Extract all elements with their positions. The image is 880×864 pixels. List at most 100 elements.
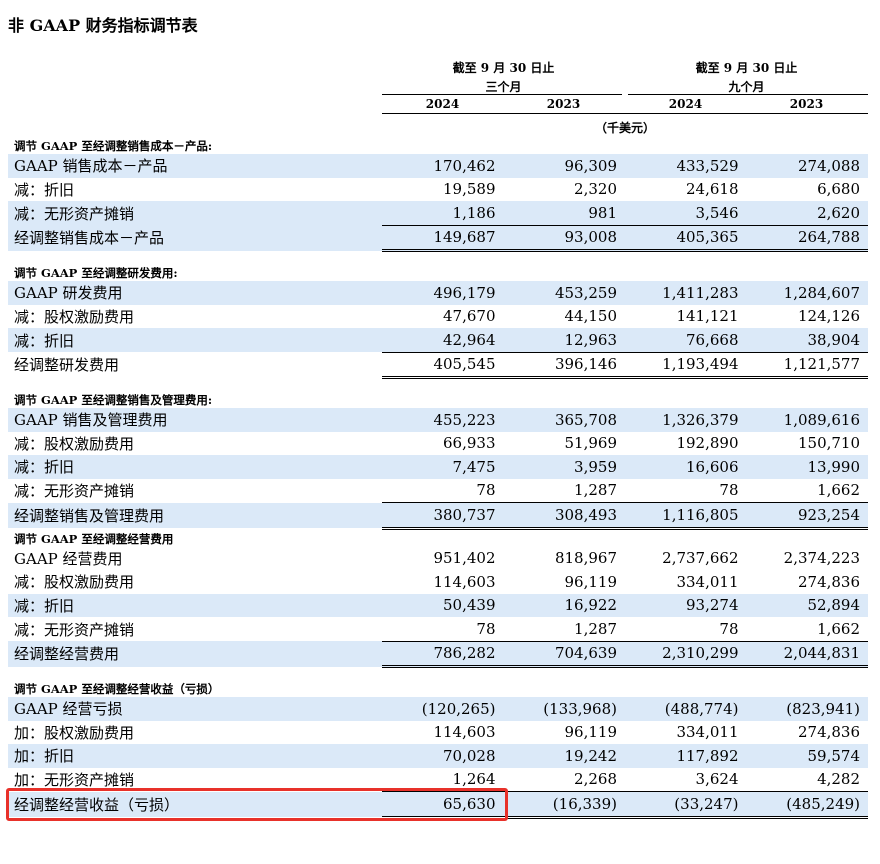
value-cell: 1,662 <box>746 617 869 642</box>
value-cell: 818,967 <box>554 549 617 568</box>
row-label: 减：无形资产摊销 <box>8 201 382 225</box>
header-years-rule <box>382 113 868 114</box>
value-cell: (33,247) <box>625 791 747 819</box>
value-cell: 308,493 <box>503 502 625 530</box>
row-label: GAAP 经营亏损 <box>8 697 382 721</box>
value-cell: 65,630 <box>382 791 504 819</box>
value-cell: 78 <box>625 478 747 503</box>
row-label: 减：折旧 <box>8 328 382 352</box>
value-cell: 47,670 <box>443 307 496 326</box>
value-cell: 274,836 <box>797 572 861 591</box>
value-cell: 496,179 <box>382 281 504 305</box>
value-cell: 274,088 <box>746 154 869 178</box>
value-cell: 380,737 <box>382 502 504 530</box>
value-cell: 70,028 <box>382 744 504 768</box>
value-cell: 1,326,379 <box>625 408 747 432</box>
value-cell: 2,737,662 <box>662 549 739 568</box>
header-group2-period: 截至 9 月 30 日止 <box>695 61 798 75</box>
table-row: GAAP 经营亏损 (120,265) (133,968) (488,774) (823… <box>8 697 869 721</box>
value-cell: 433,529 <box>625 154 747 178</box>
value-cell: 981 <box>503 201 625 226</box>
value-cell: 2,044,831 <box>746 641 869 668</box>
unit-label: （千美元） <box>594 121 655 135</box>
value-cell: 96,309 <box>503 154 625 178</box>
value-cell: 2,310,299 <box>625 641 747 668</box>
value-cell: 114,603 <box>433 723 496 742</box>
value-cell: 786,282 <box>382 641 504 668</box>
row-label: 经调整研发费用 <box>14 356 120 375</box>
table-row: 加：折旧 70,028 19,242 117,892 59,574 <box>8 744 869 768</box>
row-label: 减：股权激励费用 <box>14 573 135 592</box>
header-year-3: 2024 <box>668 97 703 111</box>
row-label: GAAP 经营费用 <box>14 549 123 568</box>
value-cell: (485,249) <box>746 791 869 819</box>
reconciliation-table: 调节 GAAP 至经调整销售成本－产品: GAAP 销售成本－产品 170,462 9… <box>8 137 869 819</box>
value-cell: 1,116,805 <box>625 502 747 530</box>
section-heading: 调节 GAAP 至经调整研发费用: <box>14 266 178 280</box>
value-cell: 50,439 <box>382 593 504 617</box>
table-row: 减：股权激励费用 66,933 51,969 192,890 150,710 <box>8 432 868 456</box>
table-row: GAAP 研发费用 496,179 453,259 1,411,283 1,284,60… <box>8 281 869 305</box>
total-row: 经调整销售及管理费用 380,737 308,493 1,116,805 923,254 <box>8 502 869 530</box>
value-cell: 78 <box>625 617 747 642</box>
value-cell: 274,836 <box>797 723 861 742</box>
table-row: 减：折旧 50,439 16,922 93,274 52,894 <box>8 593 869 617</box>
row-label: 加：折旧 <box>8 744 382 768</box>
value-cell: 405,545 <box>382 352 504 379</box>
table-row: GAAP 销售成本－产品 170,462 96,309 433,529 274,088 <box>8 154 869 178</box>
value-cell: 7,475 <box>382 455 504 479</box>
total-row: 经调整研发费用 405,545 396,146 1,193,494 1,121,577 <box>8 352 869 379</box>
header-group1-period: 截至 9 月 30 日止 <box>452 61 555 75</box>
value-cell: 334,011 <box>676 723 739 742</box>
value-cell: 1,193,494 <box>625 352 747 379</box>
value-cell: 2,320 <box>574 180 617 199</box>
value-cell: 365,708 <box>503 408 625 432</box>
value-cell: 170,462 <box>382 154 504 178</box>
value-cell: 24,618 <box>686 180 739 199</box>
value-cell: 76,668 <box>625 328 747 353</box>
value-cell: 334,011 <box>676 572 739 591</box>
header-year-4: 2023 <box>789 97 824 111</box>
value-cell: 1,287 <box>503 617 625 642</box>
value-cell: 51,969 <box>564 434 618 453</box>
page-title: 非 GAAP 财务指标调节表 <box>8 16 198 35</box>
total-row: 经调整经营费用 786,282 704,639 2,310,299 2,044,831 <box>8 641 869 668</box>
section-heading: 调节 GAAP 至经调整经营收益（亏损） <box>14 682 220 696</box>
value-cell: 44,150 <box>564 307 618 326</box>
row-label: 经调整经营费用 <box>8 641 382 667</box>
value-cell: (488,774) <box>625 697 747 721</box>
value-cell: 405,365 <box>625 225 747 252</box>
value-cell: 6,680 <box>817 180 861 199</box>
header-group2-length: 九个月 <box>728 80 765 94</box>
table-row: 减：折旧 7,475 3,959 16,606 13,990 <box>8 455 869 479</box>
value-cell: 13,990 <box>746 455 869 479</box>
value-cell: 1,284,607 <box>746 281 869 305</box>
row-label: 经调整销售及管理费用 <box>8 502 382 528</box>
value-cell: 16,606 <box>625 455 747 479</box>
value-cell: 16,922 <box>503 593 625 617</box>
value-cell: 19,242 <box>503 744 625 768</box>
value-cell: 1,121,577 <box>746 352 869 379</box>
value-cell: 19,589 <box>443 180 496 199</box>
value-cell: 38,904 <box>746 328 869 353</box>
table-row: 减：股权激励费用 114,603 96,119 334,011 274,836 <box>8 570 868 594</box>
value-cell: 141,121 <box>676 307 739 326</box>
value-cell: 66,933 <box>443 434 496 453</box>
section-heading: 调节 GAAP 至经调整销售成本－产品: <box>14 139 213 153</box>
header-group2-rule <box>628 94 868 95</box>
row-label: 减：折旧 <box>8 593 382 617</box>
table-row: 减：无形资产摊销 78 1,287 78 1,662 <box>8 478 869 503</box>
value-cell: (823,941) <box>746 697 869 721</box>
row-label: 减：股权激励费用 <box>14 434 135 453</box>
value-cell: 149,687 <box>382 225 504 252</box>
row-label: 加：无形资产摊销 <box>14 771 135 789</box>
value-cell: 1,411,283 <box>625 281 747 305</box>
row-label: GAAP 销售及管理费用 <box>8 408 382 432</box>
value-cell: 12,963 <box>503 328 625 353</box>
value-cell: 124,126 <box>797 307 861 326</box>
row-label: 减：折旧 <box>8 455 382 479</box>
value-cell: 3,624 <box>625 767 747 792</box>
table-row: 加：股权激励费用 114,603 96,119 334,011 274,836 <box>8 721 868 745</box>
table-row: 加：无形资产摊销 1,264 2,268 3,624 4,282 <box>8 767 869 792</box>
value-cell: 2,620 <box>746 201 869 226</box>
